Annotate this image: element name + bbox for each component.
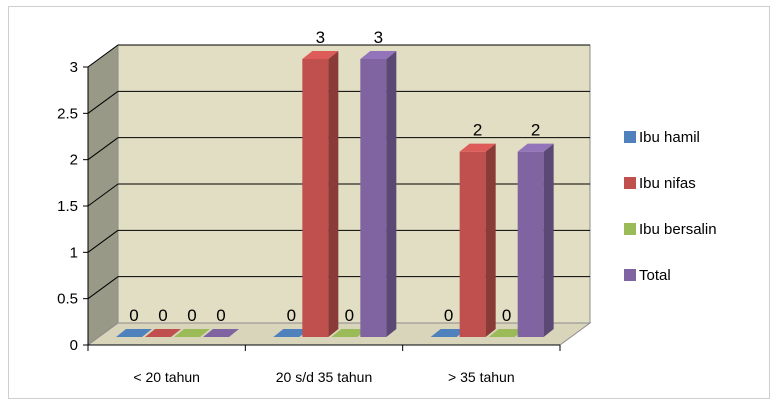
data-label: 0 [216, 306, 225, 325]
data-label: 0 [444, 306, 453, 325]
gridline-side [87, 229, 119, 253]
data-label: 2 [473, 121, 482, 140]
y-tick-label: 1 [70, 244, 78, 261]
bar [517, 143, 554, 337]
bar-top [360, 51, 397, 59]
bar-top [302, 51, 339, 59]
bar-side [386, 51, 397, 337]
data-label: 3 [316, 28, 325, 47]
x-tick-label: > 35 tahun [448, 369, 515, 385]
bar-front [302, 59, 329, 337]
bar-side [328, 51, 339, 337]
bar-flat [203, 329, 239, 337]
bar-flat [145, 329, 181, 337]
legend-label: Ibu bersalin [639, 221, 717, 238]
bar [174, 329, 210, 337]
legend-label: Ibu nifas [639, 175, 696, 192]
bar-flat [273, 329, 310, 337]
legend-label: Total [639, 267, 671, 284]
gridline-side [87, 137, 119, 161]
gridline-side [87, 183, 119, 207]
data-label: 0 [187, 306, 196, 325]
bar [302, 51, 339, 337]
bar-flat [174, 329, 210, 337]
x-tick-label: 20 s/d 35 tahun [276, 369, 373, 385]
y-tick-label: 3 [70, 59, 78, 76]
bar-front [459, 151, 486, 337]
gridline-side [87, 276, 119, 300]
bar-flat [331, 329, 368, 337]
bar [459, 143, 496, 337]
chart-frame [8, 6, 770, 399]
x-tick-label: < 20 tahun [133, 369, 200, 385]
bar-flat [116, 329, 152, 337]
bar-top [517, 143, 554, 152]
data-label: 0 [502, 306, 511, 325]
bar-side [543, 143, 554, 337]
bar [203, 329, 239, 337]
gridline-side [87, 44, 119, 68]
data-label: 2 [531, 121, 540, 140]
legend-swatch [624, 269, 636, 281]
bar-flat [488, 329, 525, 337]
bar-top [459, 143, 496, 152]
y-tick-label: 0 [70, 337, 78, 354]
bar-front [360, 59, 387, 337]
data-label: 0 [287, 306, 296, 325]
data-label: 3 [374, 28, 383, 47]
y-tick-label: 2 [70, 152, 78, 169]
gridline-side [87, 90, 119, 114]
data-label: 0 [129, 306, 138, 325]
data-label: 0 [345, 306, 354, 325]
bar [273, 329, 310, 337]
bar [430, 329, 467, 337]
y-tick-label: 1.5 [57, 198, 78, 215]
legend-swatch [624, 177, 636, 189]
bar-flat [430, 329, 467, 337]
bar [145, 329, 181, 337]
legend-swatch [624, 223, 636, 235]
bar [116, 329, 152, 337]
y-tick-label: 2.5 [57, 105, 78, 122]
legend-label: Ibu hamil [639, 129, 700, 146]
bar-side [485, 143, 496, 337]
bar [488, 329, 525, 337]
y-tick-label: 0.5 [57, 291, 78, 308]
bar-front [517, 151, 544, 337]
bar [331, 329, 368, 337]
data-label: 0 [158, 306, 167, 325]
bar [360, 51, 397, 337]
legend-swatch [624, 131, 636, 143]
